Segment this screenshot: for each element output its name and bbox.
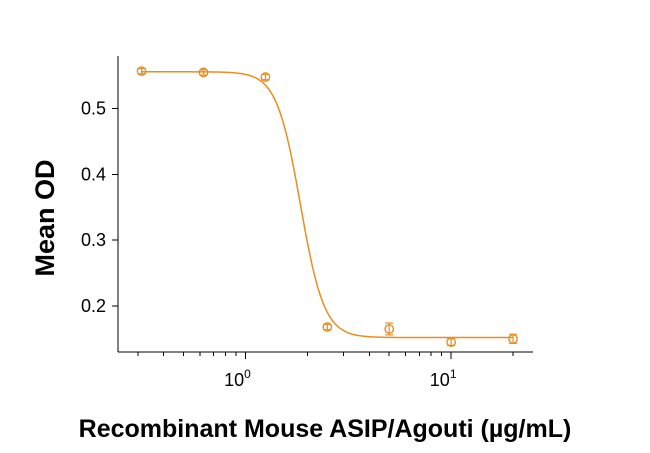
x-axis-title: Recombinant Mouse ASIP/Agouti (µg/mL) [79,415,572,443]
axis-labels-group: Recombinant Mouse ASIP/Agouti (µg/mL) Mea… [30,159,571,443]
fit-curve [141,71,514,339]
x-tick-label: 101 [430,367,457,390]
data-point [384,324,395,334]
y-tick-label: 0.5 [81,99,106,119]
y-tick-label: 0.4 [81,164,106,184]
y-axis-title: Mean OD [30,159,60,276]
y-tick-label: 0.2 [81,296,106,316]
data-point [446,337,457,348]
fit-curve-group [141,71,514,339]
data-point [198,67,209,78]
x-tick-label: 100 [224,367,251,390]
y-tick-label: 0.3 [81,230,106,250]
data-points-group [136,66,518,348]
data-point [508,333,518,344]
axes: 0.2 0.3 0.4 0.5 100 101 [81,56,533,390]
data-point [136,66,147,77]
data-point [322,322,333,332]
data-point [260,72,271,82]
